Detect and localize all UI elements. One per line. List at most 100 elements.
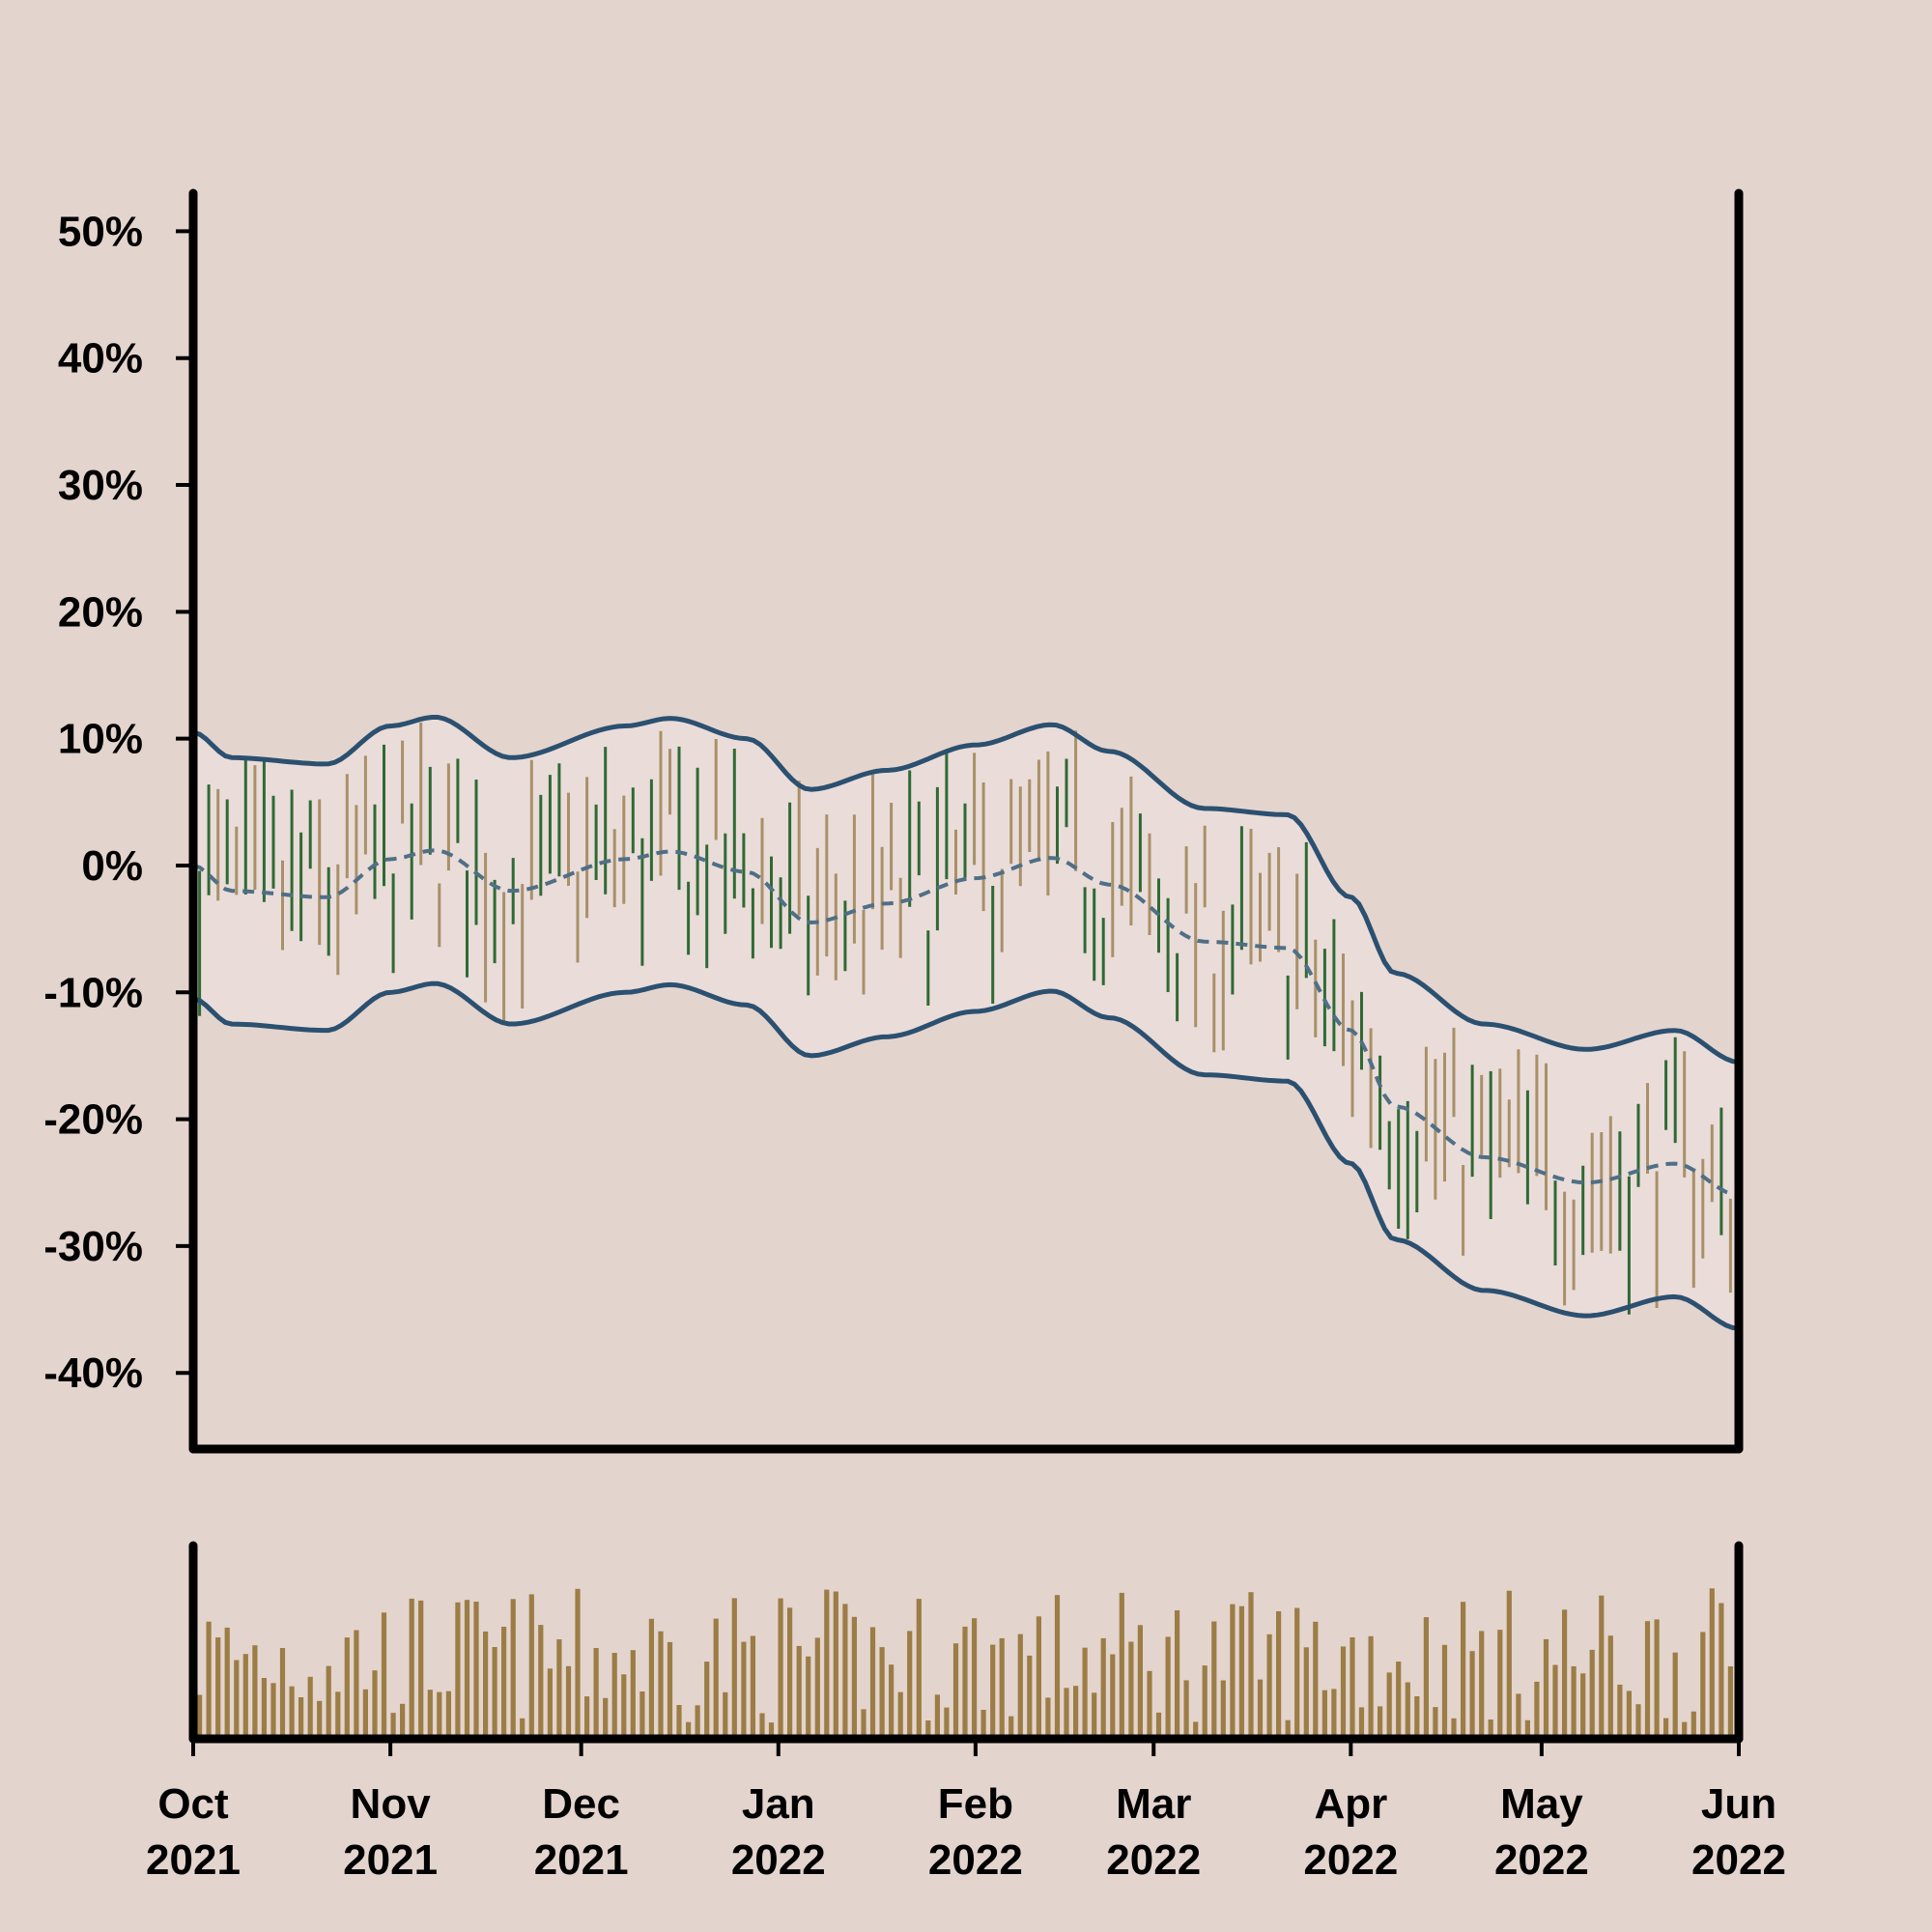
volume-bar — [1451, 1718, 1457, 1739]
volume-bar — [242, 1654, 248, 1739]
volume-bar — [1303, 1647, 1309, 1739]
volume-bar — [925, 1720, 931, 1739]
x-tick-year-label: 2021 — [146, 1836, 241, 1884]
volume-bar — [1082, 1647, 1088, 1739]
volume-bar — [1009, 1716, 1014, 1739]
x-tick-month-label: Jan — [742, 1780, 815, 1828]
volume-bar — [713, 1618, 719, 1739]
volume-bar — [1202, 1665, 1208, 1739]
x-tick-year-label: 2022 — [1494, 1836, 1589, 1884]
volume-bar — [1433, 1707, 1438, 1739]
volume-bar — [814, 1637, 820, 1739]
volume-bar — [889, 1664, 895, 1739]
volume-bar — [723, 1691, 728, 1739]
volume-bar — [1257, 1679, 1264, 1739]
volume-bar — [686, 1721, 692, 1739]
volume-bar — [1248, 1592, 1254, 1739]
volume-bar — [1617, 1684, 1623, 1739]
volume-bar — [261, 1678, 267, 1739]
x-tick-year-label: 2022 — [928, 1836, 1023, 1884]
volume-bar — [464, 1600, 470, 1739]
volume-bar — [538, 1625, 544, 1739]
volume-bar — [916, 1599, 922, 1739]
volume-bar — [437, 1691, 442, 1739]
volume-bar — [1036, 1616, 1041, 1739]
volume-bar — [1294, 1607, 1300, 1739]
volume-bar — [1663, 1718, 1669, 1739]
volume-bar — [1580, 1673, 1586, 1739]
volume-bar — [279, 1648, 286, 1739]
volume-bar — [1266, 1634, 1272, 1739]
volume-bar — [731, 1598, 737, 1739]
volume-bar — [741, 1641, 747, 1739]
volume-bar — [1100, 1637, 1106, 1739]
volume-bar — [270, 1683, 276, 1739]
volume-bar — [768, 1722, 775, 1739]
volume-bar — [1147, 1670, 1152, 1739]
volume-bar — [344, 1637, 350, 1739]
volume-bar — [528, 1594, 534, 1739]
volume-bar — [824, 1589, 830, 1739]
volume-bar — [1285, 1719, 1291, 1739]
lower-band-line — [192, 980, 1740, 1331]
volume-bar — [1644, 1621, 1651, 1739]
volume-bar — [778, 1598, 783, 1739]
volume-bar — [1441, 1644, 1448, 1739]
volume-bar — [750, 1635, 755, 1739]
ohlc-bars — [198, 723, 1732, 1315]
volume-bar — [400, 1703, 406, 1739]
volume-bar — [1313, 1621, 1319, 1739]
volume-bar — [1238, 1605, 1244, 1739]
volume-bar — [907, 1631, 913, 1739]
x-tick-year-label: 2022 — [1303, 1836, 1398, 1884]
volume-bar — [501, 1627, 507, 1739]
volume-bar — [1027, 1655, 1033, 1739]
volume-bar — [1488, 1719, 1493, 1739]
volume-bar — [1358, 1707, 1365, 1739]
volume-bar — [252, 1645, 258, 1739]
volume-bar — [1350, 1637, 1355, 1739]
x-tick-year-label: 2022 — [1106, 1836, 1201, 1884]
x-tick-month-label: Apr — [1314, 1780, 1387, 1828]
volume-bar — [1175, 1610, 1180, 1739]
x-tick-month-label: Dec — [542, 1780, 620, 1828]
volume-bar — [1119, 1592, 1124, 1739]
x-tick-month-label: Oct — [157, 1780, 229, 1828]
y-axis-ticks: 50% 40% 30% 20% 10% 0% -10% -20% -30% -40% — [43, 208, 193, 1397]
volume-bar — [1128, 1641, 1134, 1739]
volume-bar — [215, 1637, 221, 1739]
volume-bar — [676, 1705, 682, 1739]
volume-bar — [787, 1607, 793, 1739]
volume-bar — [455, 1602, 461, 1739]
y-tick-label: 20% — [58, 588, 143, 636]
volume-bar — [354, 1630, 359, 1739]
axes — [188, 188, 1744, 1744]
volume-bar — [224, 1627, 230, 1739]
volume-bar — [326, 1665, 331, 1739]
volume-bar — [851, 1616, 857, 1739]
volume-bar — [1479, 1631, 1485, 1739]
volume-bars — [197, 1588, 1733, 1739]
volume-bar — [473, 1602, 479, 1739]
band-lines — [192, 715, 1740, 1331]
y-tick-label: -40% — [43, 1350, 143, 1397]
volume-bar — [1110, 1654, 1116, 1739]
volume-bar — [1405, 1682, 1410, 1739]
volume-bar — [1064, 1688, 1069, 1739]
volume-bar — [1137, 1625, 1143, 1739]
volume-bar — [952, 1643, 959, 1739]
y-tick-label: 40% — [58, 335, 143, 383]
volume-bar — [621, 1674, 627, 1739]
volume-bar — [897, 1691, 903, 1739]
volume-bar — [409, 1598, 414, 1739]
volume-bar — [934, 1694, 940, 1739]
volume-bar — [427, 1690, 433, 1739]
volume-bar — [206, 1621, 212, 1739]
y-tick-label: 10% — [58, 716, 143, 763]
volume-bar — [796, 1645, 802, 1739]
x-tick-month-label: Feb — [938, 1780, 1013, 1828]
volume-bar — [1589, 1649, 1595, 1739]
volume-bar — [381, 1612, 387, 1739]
volume-bar — [565, 1665, 572, 1739]
